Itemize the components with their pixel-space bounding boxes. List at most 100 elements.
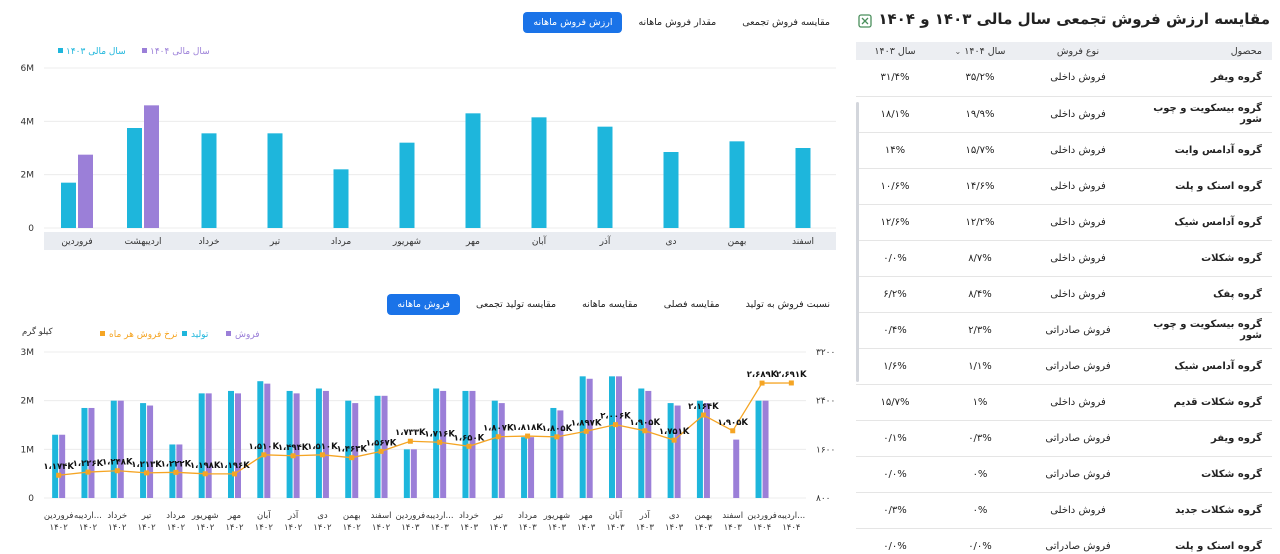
bar-sales[interactable] — [88, 407, 95, 498]
bar-production[interactable] — [286, 390, 293, 498]
bar-1404[interactable] — [144, 105, 159, 228]
bar-production[interactable] — [228, 390, 234, 498]
rate-point[interactable] — [56, 472, 62, 478]
bar-1403[interactable] — [465, 113, 481, 228]
bar-sales[interactable] — [703, 403, 710, 498]
table-row[interactable]: گروه اسنک و پلت فروش صادراتی ۰/۰% ۰/۰% — [856, 528, 1272, 554]
bar-production[interactable] — [374, 395, 381, 498]
bar-sales[interactable] — [498, 403, 505, 498]
rate-point[interactable] — [261, 452, 267, 458]
bottom-tab-1[interactable]: مقایسه تولید تجمعی — [475, 299, 557, 310]
bar-production[interactable] — [696, 400, 703, 498]
bar-production[interactable] — [521, 437, 528, 498]
rate-point[interactable] — [788, 380, 794, 386]
bar-sales[interactable] — [147, 405, 154, 498]
bar-sales[interactable] — [762, 400, 769, 498]
bar-1403[interactable] — [333, 169, 349, 228]
bar-1403[interactable] — [201, 133, 217, 228]
bar-production[interactable] — [667, 403, 674, 498]
bar-1403[interactable] — [795, 148, 811, 228]
rate-point[interactable] — [466, 443, 472, 449]
bar-production[interactable] — [609, 376, 615, 498]
legend-label[interactable]: نرخ فروش هر ماه — [109, 330, 177, 340]
bar-sales[interactable] — [645, 390, 652, 498]
legend-label[interactable]: فروش — [235, 330, 260, 340]
bar-1403[interactable] — [61, 182, 76, 228]
top-tab-0[interactable]: ارزش فروش ماهانه — [523, 12, 623, 33]
bar-sales[interactable] — [410, 449, 417, 498]
bar-sales[interactable] — [440, 390, 447, 498]
bar-1403[interactable] — [267, 133, 283, 228]
bar-production[interactable] — [198, 393, 205, 498]
bar-sales[interactable] — [381, 395, 388, 498]
bar-production[interactable] — [110, 400, 117, 498]
rate-point[interactable] — [114, 468, 120, 474]
top-tab-2[interactable]: مقایسه فروش تجمعی — [742, 17, 830, 28]
bar-production[interactable] — [550, 407, 557, 498]
rate-point[interactable] — [730, 428, 736, 434]
rate-point[interactable] — [290, 453, 296, 459]
bar-sales[interactable] — [117, 400, 124, 498]
rate-point[interactable] — [671, 437, 677, 443]
bottom-tab-2[interactable]: مقایسه ماهانه — [582, 299, 638, 310]
bar-production[interactable] — [433, 388, 440, 499]
bar-sales[interactable] — [264, 383, 271, 498]
bar-production[interactable] — [345, 400, 352, 498]
table-row[interactable]: گروه شکلات فروش داخلی ۸/۷% ۰/۰% — [856, 240, 1272, 277]
rate-point[interactable] — [437, 439, 443, 445]
bar-sales[interactable] — [674, 405, 681, 498]
rate-point[interactable] — [525, 433, 531, 439]
bar-production[interactable] — [491, 400, 498, 498]
rate-point[interactable] — [700, 412, 706, 418]
sort-chevron-icon[interactable]: ⌄ — [954, 46, 962, 56]
legend-label[interactable]: تولید — [191, 330, 209, 340]
legend-label[interactable]: سال مالی ۱۴۰۳ — [66, 47, 126, 57]
bar-sales[interactable] — [586, 378, 593, 498]
table-row[interactable]: گروه ویفر فروش صادراتی ۰/۳% ۰/۱% — [856, 420, 1272, 457]
bottom-tab-3[interactable]: مقایسه فصلی — [663, 299, 720, 310]
rate-point[interactable] — [202, 471, 208, 477]
table-row[interactable]: گروه شکلات فروش صادراتی ۰% ۰/۰% — [856, 456, 1272, 493]
bar-sales[interactable] — [616, 376, 622, 498]
bar-1403[interactable] — [399, 142, 415, 228]
bar-1403[interactable] — [531, 117, 547, 228]
bar-1403[interactable] — [597, 126, 613, 228]
bar-sales[interactable] — [59, 434, 66, 498]
bar-production[interactable] — [462, 390, 469, 498]
rate-point[interactable] — [495, 434, 501, 440]
bar-production[interactable] — [755, 400, 762, 498]
bar-production[interactable] — [52, 434, 59, 498]
table-row[interactable]: گروه ویفر فروش داخلی ۳۵/۲% ۳۱/۴% — [856, 60, 1272, 97]
bar-1404[interactable] — [78, 154, 93, 228]
header-year-1403[interactable]: سال ۱۴۰۳ — [856, 42, 934, 60]
rate-point[interactable] — [232, 471, 237, 477]
bar-1403[interactable] — [729, 141, 745, 228]
rate-point[interactable] — [85, 469, 91, 475]
rate-point[interactable] — [378, 448, 384, 454]
table-row[interactable]: گروه شکلات قدیم فروش داخلی ۱% ۱۵/۷% — [856, 384, 1272, 421]
table-row[interactable]: گروه آدامس شیک فروش صادراتی ۱/۱% ۱/۶% — [856, 348, 1272, 385]
rate-point[interactable] — [173, 469, 179, 475]
table-row[interactable]: گروه آدامس وایت فروش داخلی ۱۵/۷% ۱۴% — [856, 132, 1272, 169]
export-excel-icon[interactable] — [858, 14, 872, 28]
rate-point[interactable] — [583, 428, 589, 434]
rate-point[interactable] — [554, 434, 560, 440]
bar-sales[interactable] — [322, 390, 329, 498]
bar-sales[interactable] — [469, 390, 476, 498]
top-tab-1[interactable]: مقدار فروش ماهانه — [638, 17, 717, 28]
bar-sales[interactable] — [352, 403, 359, 498]
table-row[interactable]: گروه بیسکویت و چوب شور فروش صادراتی ۲/۳% ۰/… — [856, 312, 1272, 349]
bar-production[interactable] — [81, 407, 88, 498]
bar-production[interactable] — [169, 444, 176, 498]
bar-sales[interactable] — [293, 393, 300, 498]
rate-point[interactable] — [144, 470, 150, 476]
table-row[interactable]: گروه پفک فروش داخلی ۸/۴% ۶/۲% — [856, 276, 1272, 313]
legend-label[interactable]: سال مالی ۱۴۰۴ — [150, 47, 210, 57]
header-product[interactable]: محصول — [1130, 42, 1272, 60]
bar-production[interactable] — [638, 388, 645, 499]
bar-production[interactable] — [315, 388, 322, 499]
bar-sales[interactable] — [733, 439, 740, 498]
bar-production[interactable] — [403, 449, 410, 498]
bar-production[interactable] — [140, 403, 147, 498]
bottom-tab-0[interactable]: فروش ماهانه — [387, 294, 460, 315]
